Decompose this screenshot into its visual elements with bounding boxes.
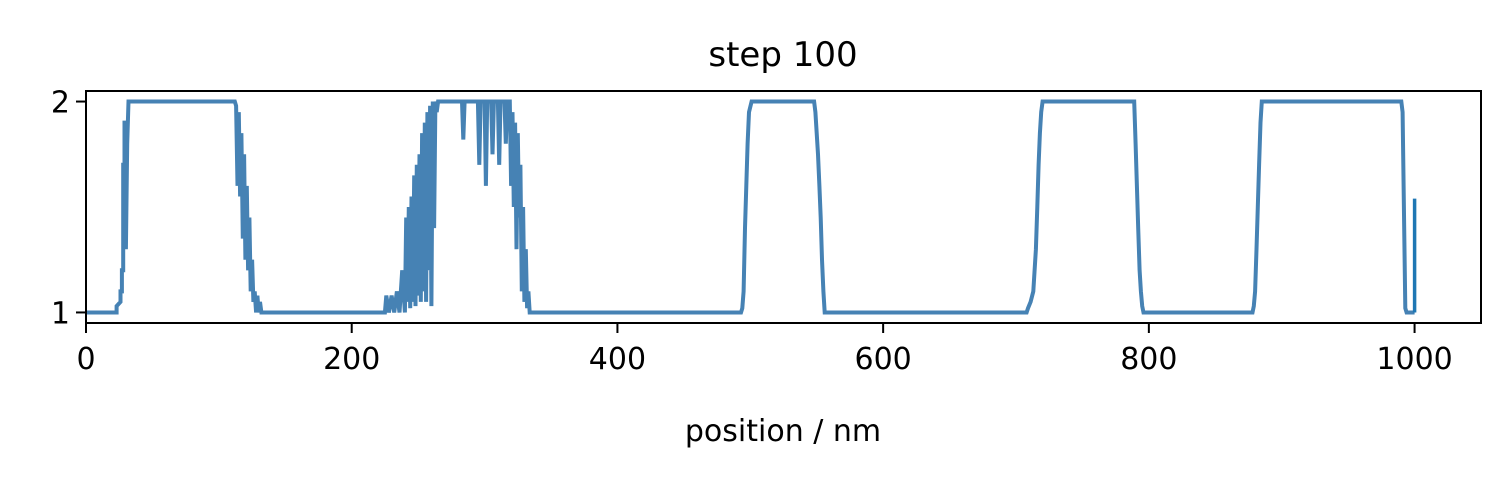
chart-title: step 100: [708, 35, 857, 75]
x-tick-label: 0: [76, 342, 95, 377]
y-tick-label: 2: [51, 86, 70, 121]
x-tick-label: 400: [589, 342, 646, 377]
plot-area: [86, 99, 1417, 315]
y-tick-label: 1: [51, 296, 70, 331]
x-tick-label: 200: [323, 342, 380, 377]
x-tick-label: 1000: [1376, 342, 1452, 377]
plot-frame: [85, 90, 1482, 324]
y-axis: 12: [51, 86, 86, 331]
x-axis-label: position / nm: [685, 414, 881, 449]
x-tick-label: 600: [855, 342, 912, 377]
x-tick-label: 800: [1120, 342, 1177, 377]
series-line-0: [86, 99, 1415, 315]
x-axis: 0 200 400 600 800 1000: [76, 323, 1453, 377]
